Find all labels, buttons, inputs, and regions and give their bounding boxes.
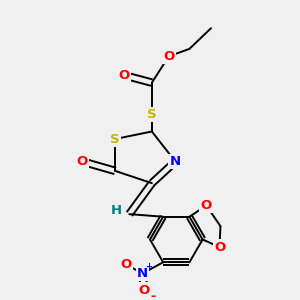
Text: O: O	[118, 69, 129, 82]
Text: N: N	[137, 267, 148, 280]
Text: S: S	[110, 133, 120, 146]
Text: H: H	[111, 204, 122, 217]
Text: +: +	[146, 262, 153, 271]
Text: O: O	[201, 199, 212, 212]
Text: N: N	[170, 155, 181, 168]
Text: -: -	[150, 290, 155, 300]
Text: O: O	[120, 258, 131, 271]
Text: O: O	[139, 284, 150, 297]
Text: S: S	[147, 108, 157, 121]
Text: O: O	[77, 155, 88, 168]
Text: O: O	[163, 50, 174, 63]
Text: O: O	[214, 241, 225, 254]
